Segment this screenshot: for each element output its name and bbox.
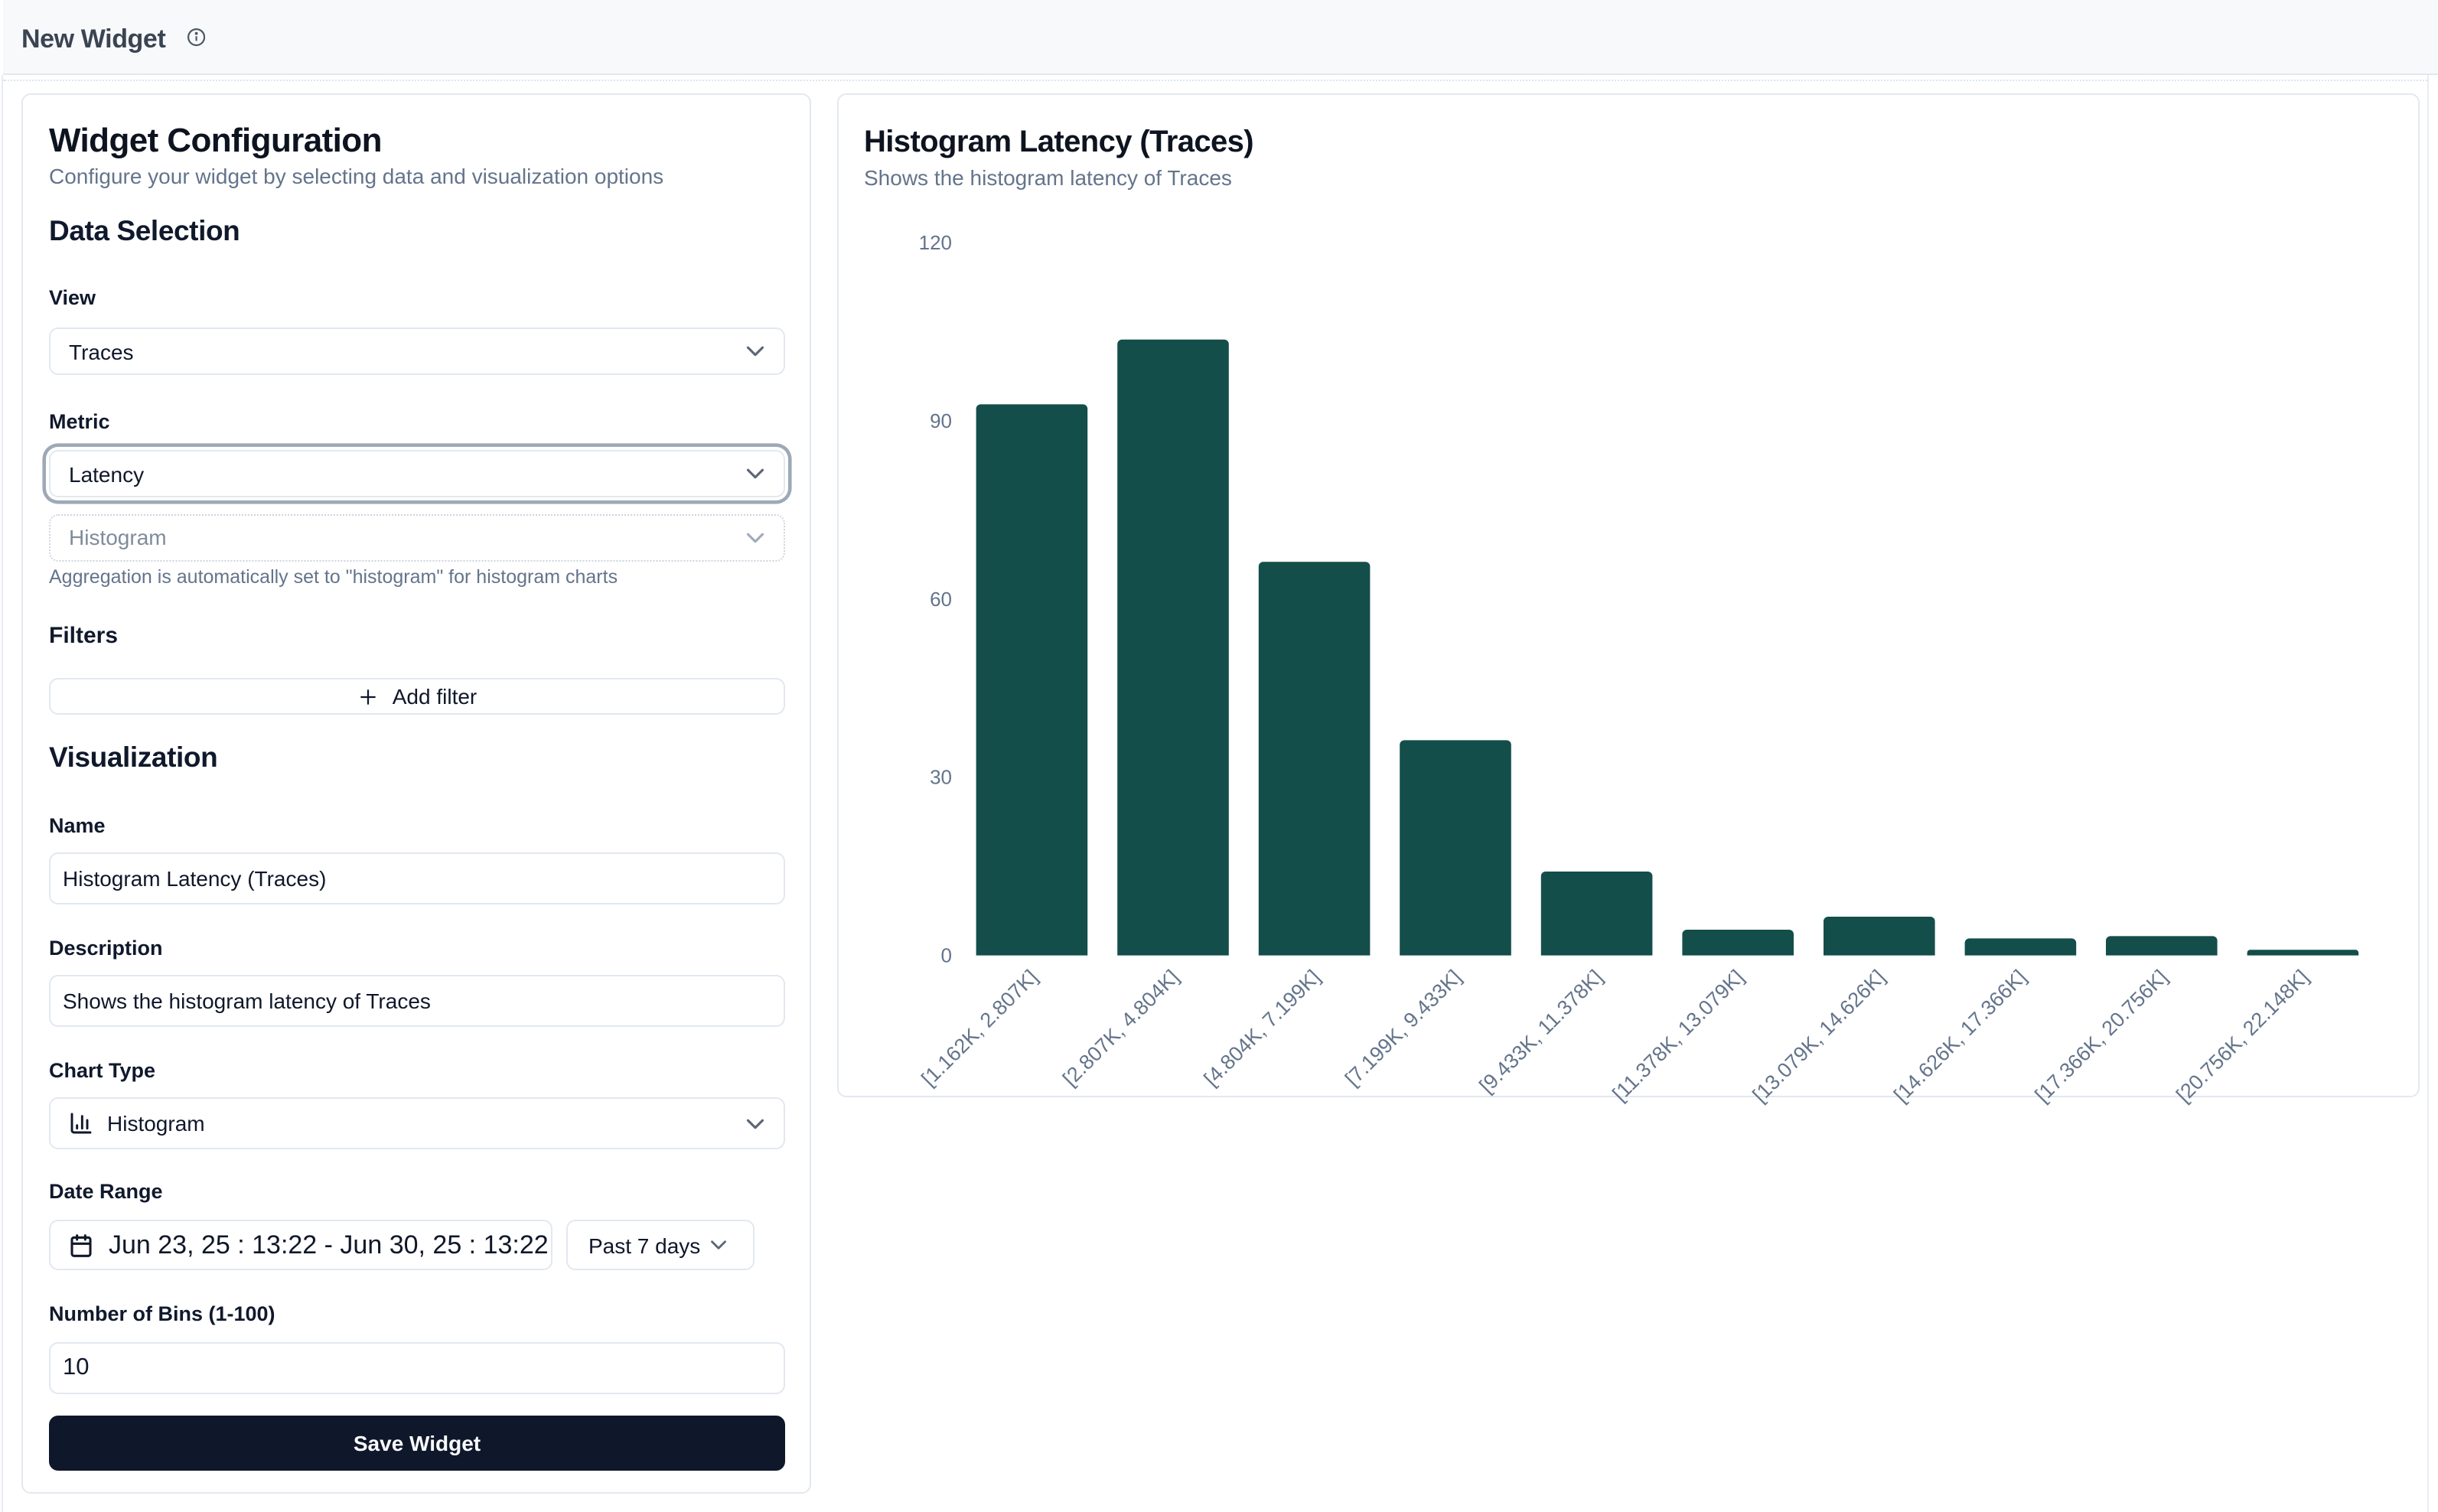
svg-text:[13.079K, 14.626K]: [13.079K, 14.626K] [1748, 966, 1889, 1107]
svg-text:[9.433K, 11.378K]: [9.433K, 11.378K] [1474, 966, 1606, 1098]
svg-text:[20.756K, 22.148K]: [20.756K, 22.148K] [2171, 966, 2313, 1107]
svg-text:30: 30 [929, 766, 951, 789]
svg-text:[11.378K, 13.079K]: [11.378K, 13.079K] [1607, 966, 1747, 1106]
svg-text:120: 120 [918, 231, 951, 254]
svg-text:60: 60 [929, 588, 951, 611]
svg-text:[2.807K, 4.804K]: [2.807K, 4.804K] [1058, 966, 1182, 1090]
svg-text:90: 90 [929, 409, 951, 432]
svg-text:[4.804K, 7.199K]: [4.804K, 7.199K] [1199, 966, 1324, 1090]
svg-text:[7.199K, 9.433K]: [7.199K, 9.433K] [1340, 966, 1465, 1090]
svg-text:[1.162K, 2.807K]: [1.162K, 2.807K] [916, 966, 1041, 1090]
svg-text:[14.626K, 17.366K]: [14.626K, 17.366K] [1889, 966, 2030, 1107]
svg-text:[17.366K, 20.756K]: [17.366K, 20.756K] [2030, 966, 2172, 1107]
svg-text:0: 0 [940, 944, 951, 967]
